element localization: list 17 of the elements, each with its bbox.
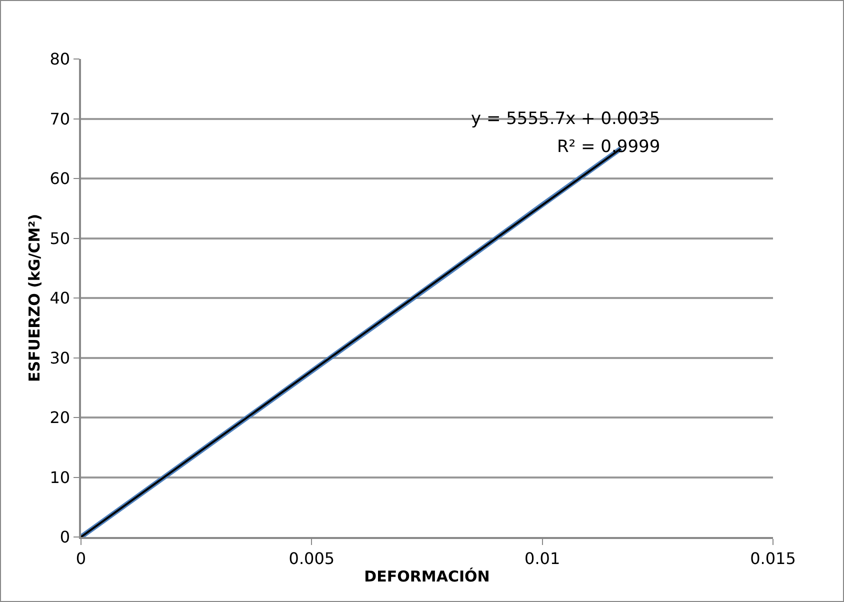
y-tick-label: 10 — [50, 468, 70, 487]
x-tick-label: 0 — [76, 548, 86, 568]
annotation: y = 5555.7x + 0.0035 — [471, 109, 660, 129]
y-tick-label: 80 — [50, 50, 70, 69]
y-tick-label: 70 — [50, 109, 70, 128]
y-tick-label: 40 — [50, 288, 70, 308]
x-axis-title: DEFORMACIÓN — [364, 567, 490, 586]
annotation: R² = 0.9999 — [557, 137, 660, 157]
y-tick-label: 60 — [50, 169, 70, 188]
y-tick-label: 30 — [50, 348, 70, 368]
y-axis-title: ESFUERZO (kG/CM²) — [25, 214, 44, 382]
x-tick-label: 0.005 — [288, 548, 335, 568]
x-tick-label: 0.01 — [524, 548, 560, 568]
x-tick-label: 0.015 — [750, 548, 796, 568]
y-tick-label: 20 — [50, 408, 70, 428]
y-tick-label: 50 — [50, 228, 70, 248]
y-tick-label: 0 — [60, 528, 70, 547]
